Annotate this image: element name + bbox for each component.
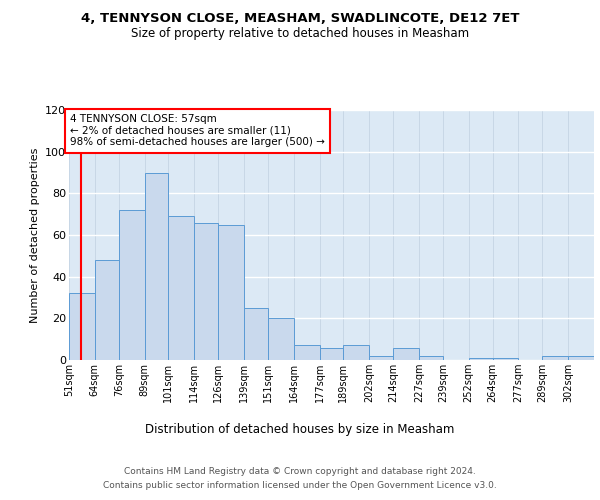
Bar [119,210,145,360]
Bar [244,308,268,360]
Bar [419,356,443,360]
Bar [169,216,194,360]
Text: Distribution of detached houses by size in Measham: Distribution of detached houses by size … [145,422,455,436]
Bar [393,348,419,360]
Bar [69,294,95,360]
Text: Size of property relative to detached houses in Measham: Size of property relative to detached ho… [131,28,469,40]
Text: Contains HM Land Registry data © Crown copyright and database right 2024.: Contains HM Land Registry data © Crown c… [124,468,476,476]
Bar [568,356,594,360]
Bar [343,346,369,360]
Bar [542,356,568,360]
Bar [218,224,244,360]
Text: 4 TENNYSON CLOSE: 57sqm
← 2% of detached houses are smaller (11)
98% of semi-det: 4 TENNYSON CLOSE: 57sqm ← 2% of detached… [70,114,325,148]
Bar [268,318,294,360]
Bar [294,346,320,360]
Bar [320,348,343,360]
Bar [493,358,518,360]
Bar [369,356,393,360]
Text: Contains public sector information licensed under the Open Government Licence v3: Contains public sector information licen… [103,481,497,490]
Bar [145,172,169,360]
Bar [469,358,493,360]
Y-axis label: Number of detached properties: Number of detached properties [29,148,40,322]
Text: 4, TENNYSON CLOSE, MEASHAM, SWADLINCOTE, DE12 7ET: 4, TENNYSON CLOSE, MEASHAM, SWADLINCOTE,… [81,12,519,26]
Bar [194,222,218,360]
Bar [95,260,119,360]
